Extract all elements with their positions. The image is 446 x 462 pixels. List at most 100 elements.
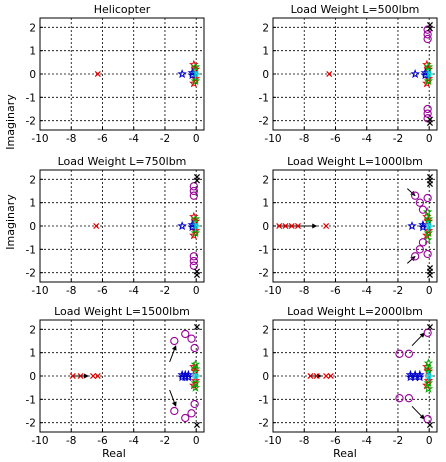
x-tick-label: -10 [264,285,281,297]
zero-marker [415,245,424,254]
x-tick-label: 0 [426,435,433,447]
star-marker [189,78,199,88]
pole-stroke [426,323,433,331]
y-tick-label: 2 [262,22,269,34]
pole-stroke [294,222,302,230]
zero-marker [187,334,196,343]
y-tick-label: 2 [29,324,36,336]
zero-marker [415,198,424,207]
star-marker [189,230,199,240]
pole-marker [426,119,433,127]
pole-marker [426,180,433,188]
y-tick-label: 2 [262,324,269,336]
pole-stroke [323,372,330,380]
pole-marker [288,222,295,230]
zero-marker [189,256,198,266]
pole-stroke [193,323,200,331]
y-tick-label: 1 [262,198,269,210]
pole-stroke [193,271,200,279]
pole-stroke [307,372,314,380]
pole-marker [326,70,333,78]
star-marker [422,78,432,88]
x-tick-label: -4 [128,133,139,145]
y-tick-label: -2 [26,418,36,430]
x-tick-label: 0 [193,285,200,297]
x-axis-label: Real [102,447,126,460]
y-tick-label: 1 [29,46,36,58]
x-axis-label: Real [333,447,357,460]
pole-stroke [282,222,289,230]
x-tick-label: 0 [426,285,433,297]
pole-marker [323,222,330,230]
y-tick-label: 0 [262,371,269,383]
x-tick-label: -8 [66,285,76,297]
star-marker [418,222,428,232]
star-marker [423,383,434,393]
pole-marker [426,25,433,32]
pole-marker [193,421,200,429]
star-marker [407,220,417,231]
zero-marker [423,193,432,203]
zero-marker [423,249,432,259]
star-marker [177,68,187,79]
pole-stroke [426,119,433,127]
zero-marker [404,394,414,403]
x-tick-label: -4 [361,435,372,447]
pole-stroke [426,25,433,32]
x-tick-label: -4 [128,285,139,297]
zero-marker [418,205,428,214]
locus-arrow [406,188,416,197]
y-tick-label: -1 [259,394,269,406]
x-tick-label: 0 [193,435,200,447]
plus-marker [425,374,432,381]
pole-marker [193,271,200,279]
zero-marker [187,409,196,418]
star-marker [190,61,201,72]
pole-stroke [326,70,333,78]
chart-title: Load Weight L=750lbm [58,155,187,168]
star-marker [423,61,434,72]
star-marker [423,213,434,224]
zero-marker [423,34,432,44]
x-tick-label: -4 [128,435,139,447]
y-tick-label: 1 [262,46,269,58]
y-tick-label: 2 [262,174,269,186]
y-tick-label: -1 [26,244,36,256]
locus-arrow [411,405,425,420]
x-tick-label: -4 [361,285,372,297]
pole-marker [282,222,289,230]
star-marker [190,375,201,385]
zero-marker [181,413,190,423]
star-marker [183,372,194,382]
pole-stroke [94,70,101,78]
pole-marker [90,372,97,380]
y-tick-label: -2 [26,116,36,128]
star-marker [423,225,434,235]
zero-marker [189,191,198,200]
chart-title: Load Weight L=2000lbm [287,305,423,318]
zero-marker [423,104,432,114]
zero-marker [181,329,190,339]
pole-marker [327,372,334,380]
x-tick-label: -2 [160,133,170,145]
plus-marker [425,224,432,231]
y-tick-label: -2 [259,268,269,280]
star-marker [177,220,187,231]
y-tick-label: -1 [259,244,269,256]
zero-marker [170,406,179,416]
y-tick-label: -2 [26,268,36,280]
pole-stroke [69,372,76,380]
x-tick-label: -2 [160,285,170,297]
pole-stroke [90,372,97,380]
pole-marker [313,372,320,380]
y-axis-label: Imaginary [4,94,17,150]
x-tick-label: -10 [31,285,48,297]
star-marker [422,230,432,240]
chart-title: Load Weight L=1000lbm [287,155,423,168]
pole-stroke [323,222,330,230]
pole-stroke [313,372,320,380]
